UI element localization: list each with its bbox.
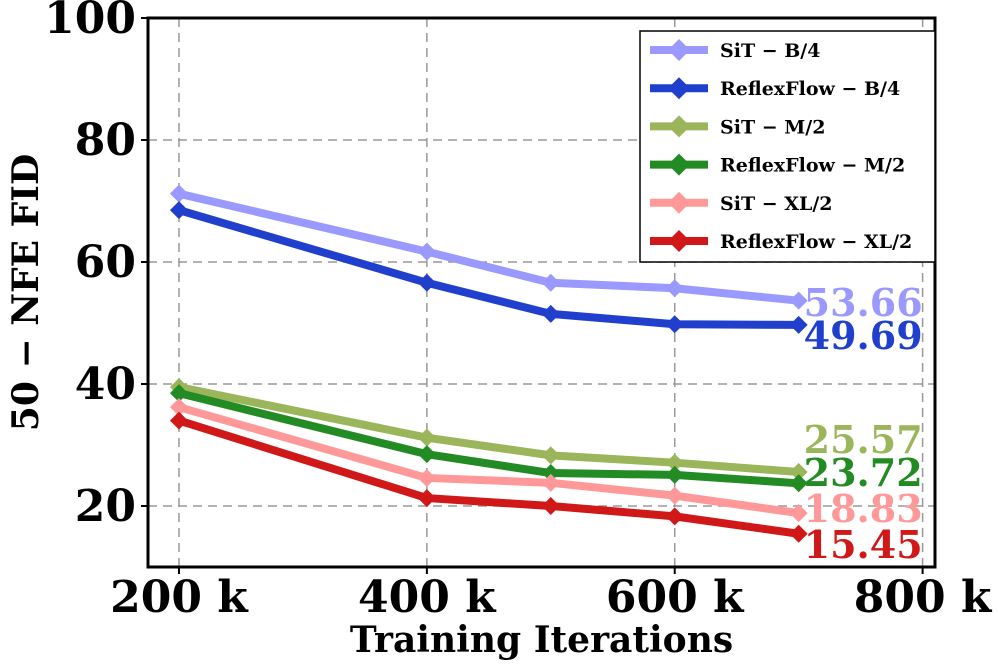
series-sit-xl-2 <box>169 398 808 523</box>
x-axis-label: Training Iterations <box>350 619 733 661</box>
plot-frame <box>146 16 937 569</box>
y-tick-label: 20 <box>75 481 136 532</box>
x-tick-label: 800 k <box>854 572 993 623</box>
data-point <box>665 315 684 334</box>
data-point <box>665 279 684 298</box>
data-point <box>789 504 808 523</box>
data-point <box>169 411 188 430</box>
legend-label: SiT − M/2 <box>720 116 825 138</box>
data-point <box>665 486 684 505</box>
data-point <box>541 446 560 465</box>
data-point <box>417 468 436 487</box>
legend-label: SiT − B/4 <box>720 40 820 62</box>
end-value-label: 15.45 <box>804 522 923 567</box>
data-point <box>169 184 188 203</box>
legend-item-sit-xl-2: SiT − XL/2 <box>650 191 833 215</box>
y-tick-label: 100 <box>44 0 136 44</box>
data-point <box>417 428 436 447</box>
data-point <box>417 242 436 261</box>
y-tick-label: 80 <box>75 115 136 166</box>
legend-item-reflexflow-m-2: ReflexFlow − M/2 <box>650 153 905 177</box>
data-point <box>665 507 684 526</box>
y-tick-label: 60 <box>75 237 136 288</box>
legend-item-reflexflow-b-4: ReflexFlow − B/4 <box>650 77 900 100</box>
x-tick-label: 200 k <box>110 572 249 623</box>
data-point <box>417 445 436 464</box>
data-point <box>169 384 188 403</box>
series-reflexflow-b-4 <box>169 201 808 334</box>
data-point <box>169 398 188 417</box>
data-point <box>541 473 560 492</box>
data-point <box>789 474 808 493</box>
legend-marker <box>668 39 690 61</box>
x-tick-label: 600 k <box>606 572 745 623</box>
series-reflexflow-xl-2 <box>169 411 808 543</box>
legend-box <box>639 30 936 263</box>
legend-label: ReflexFlow − M/2 <box>720 155 905 177</box>
data-point <box>665 465 684 484</box>
data-point <box>789 291 808 310</box>
data-point <box>541 304 560 323</box>
legend-marker <box>668 77 690 100</box>
series-layer <box>169 184 808 543</box>
legend-label: ReflexFlow − XL/2 <box>720 231 912 253</box>
legend-marker <box>668 230 690 252</box>
data-point <box>541 273 560 292</box>
legend-marker <box>668 191 690 214</box>
legend-label: SiT − XL/2 <box>720 193 833 215</box>
end-value-label: 25.57 <box>804 417 923 462</box>
series-line <box>178 383 799 477</box>
series-sit-b-4 <box>169 184 808 310</box>
end-value-label: 18.83 <box>804 486 923 531</box>
x-tick-labels: 200 k 400 k 600 k 800 k <box>110 567 993 623</box>
end-value-label: 49.69 <box>804 313 923 358</box>
legend-item-sit-m-2: SiT − M/2 <box>650 115 825 138</box>
legend: SiT − B/4 ReflexFlow − B/4 SiT − M/2 Reflex… <box>639 30 936 263</box>
series-reflexflow-m-2 <box>169 384 808 493</box>
data-point <box>789 524 808 543</box>
data-point <box>417 489 436 508</box>
data-point <box>417 273 436 292</box>
data-point <box>169 201 188 220</box>
legend-item-sit-b-4: SiT − B/4 <box>650 39 820 62</box>
data-point <box>789 463 808 482</box>
y-tick-label: 40 <box>75 359 136 410</box>
data-point <box>789 315 808 334</box>
legend-label: ReflexFlow − B/4 <box>720 78 900 100</box>
series-sit-m-2 <box>169 378 808 482</box>
end-value-label: 53.66 <box>804 280 923 325</box>
x-tick-label: 400 k <box>358 572 497 623</box>
data-point <box>541 497 560 515</box>
end-value-label: 23.72 <box>804 450 923 495</box>
legend-item-reflexflow-xl-2: ReflexFlow − XL/2 <box>650 230 912 253</box>
y-axis-label: 50 − NFE FID <box>5 154 47 431</box>
legend-marker <box>668 153 690 176</box>
y-tick-labels: 20 40 60 80 100 <box>44 0 148 532</box>
data-point <box>541 464 560 483</box>
data-point <box>665 453 684 472</box>
legend-marker <box>668 115 690 138</box>
